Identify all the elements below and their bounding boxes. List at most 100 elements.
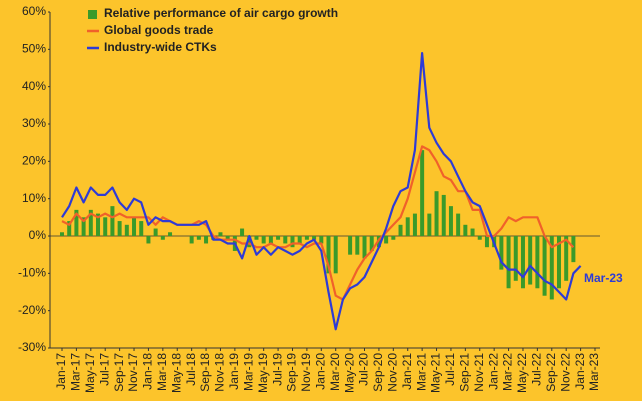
x-tick-label: Nov-17 bbox=[126, 353, 140, 392]
bar bbox=[369, 236, 374, 251]
bar bbox=[196, 236, 201, 240]
bar bbox=[391, 236, 396, 240]
x-tick-label: Jul-17 bbox=[97, 353, 111, 386]
bar bbox=[225, 236, 230, 240]
bar bbox=[506, 236, 511, 289]
x-tick-label: Jul-18 bbox=[184, 353, 198, 386]
x-tick-label: Mar-18 bbox=[155, 353, 169, 391]
bar bbox=[74, 209, 79, 236]
x-tick-label: Mar-19 bbox=[241, 353, 255, 391]
x-tick-label: Jul-21 bbox=[443, 353, 457, 386]
x-tick-label: Nov-19 bbox=[299, 353, 313, 392]
y-tick-label: -30% bbox=[18, 340, 46, 354]
bar bbox=[254, 236, 259, 240]
legend-label: Industry-wide CTKs bbox=[104, 40, 217, 54]
x-tick-label: Jan-19 bbox=[227, 353, 241, 390]
x-tick-label: Jul-22 bbox=[530, 353, 544, 386]
bar bbox=[117, 221, 122, 236]
bar bbox=[405, 217, 410, 236]
bar bbox=[434, 191, 439, 236]
bar bbox=[139, 221, 144, 236]
bar bbox=[297, 236, 302, 244]
bar bbox=[427, 213, 432, 236]
bar bbox=[362, 236, 367, 259]
bar bbox=[240, 228, 245, 236]
bar bbox=[412, 213, 417, 236]
bar bbox=[283, 236, 288, 244]
bar bbox=[448, 206, 453, 236]
x-tick-label: Jan-21 bbox=[400, 353, 414, 390]
x-tick-label: Sep-22 bbox=[544, 353, 558, 392]
annotation: Mar-23 bbox=[584, 271, 623, 285]
bar bbox=[463, 224, 468, 236]
x-tick-label: Sep-21 bbox=[458, 353, 472, 392]
x-tick-label: Mar-20 bbox=[328, 353, 342, 391]
bar bbox=[571, 236, 576, 263]
bar bbox=[520, 236, 525, 289]
bar bbox=[276, 236, 281, 240]
x-tick-label: Mar-22 bbox=[501, 353, 515, 391]
legend-swatch bbox=[88, 10, 97, 19]
bar bbox=[312, 236, 317, 240]
x-tick-label: Sep-18 bbox=[198, 353, 212, 392]
line bbox=[61, 145, 575, 301]
bar bbox=[355, 236, 360, 255]
bar bbox=[261, 236, 266, 244]
x-tick-label: Jan-18 bbox=[141, 353, 155, 390]
bar bbox=[398, 224, 403, 236]
y-tick-label: 10% bbox=[22, 191, 46, 205]
bar bbox=[499, 236, 504, 270]
x-tick-label: Nov-21 bbox=[472, 353, 486, 392]
bar bbox=[441, 194, 446, 236]
y-tick-label: -10% bbox=[18, 266, 46, 280]
bar bbox=[348, 236, 353, 255]
bar bbox=[81, 217, 86, 236]
bar bbox=[132, 217, 137, 236]
bar bbox=[535, 236, 540, 289]
bar bbox=[384, 236, 389, 244]
x-tick-label: Jan-23 bbox=[573, 353, 587, 390]
bar bbox=[456, 213, 461, 236]
x-tick-label: Jan-17 bbox=[54, 353, 68, 390]
x-tick-label: Mar-17 bbox=[69, 353, 83, 391]
y-tick-label: 50% bbox=[22, 42, 46, 56]
bar bbox=[513, 236, 518, 281]
bar bbox=[477, 236, 482, 240]
x-tick-label: May-17 bbox=[83, 353, 97, 393]
x-tick-label: Mar-21 bbox=[414, 353, 428, 391]
x-tick-label: May-20 bbox=[342, 353, 356, 393]
bar bbox=[564, 236, 569, 281]
bar bbox=[218, 232, 223, 236]
y-tick-label: 0% bbox=[29, 228, 47, 242]
bar bbox=[88, 209, 93, 236]
bar bbox=[189, 236, 194, 244]
bar bbox=[484, 236, 489, 248]
bar bbox=[420, 150, 425, 236]
legend-label: Relative performance of air cargo growth bbox=[104, 6, 338, 20]
bar bbox=[60, 232, 64, 236]
y-tick-label: -20% bbox=[18, 303, 46, 317]
bar bbox=[168, 232, 173, 236]
x-tick-label: Jul-19 bbox=[270, 353, 284, 386]
bar bbox=[247, 236, 252, 248]
x-tick-label: Jan-22 bbox=[486, 353, 500, 390]
bar bbox=[319, 236, 324, 244]
bar bbox=[542, 236, 547, 296]
bar bbox=[146, 236, 151, 244]
bar bbox=[103, 217, 108, 236]
x-tick-label: May-18 bbox=[169, 353, 183, 393]
bar bbox=[326, 236, 331, 274]
bar bbox=[528, 236, 533, 285]
x-tick-label: May-21 bbox=[429, 353, 443, 393]
bar bbox=[96, 213, 101, 236]
bar bbox=[470, 228, 475, 236]
bar bbox=[160, 236, 165, 240]
x-tick-label: Nov-18 bbox=[213, 353, 227, 392]
x-tick-label: Sep-19 bbox=[285, 353, 299, 392]
line bbox=[61, 52, 582, 331]
y-tick-label: 30% bbox=[22, 116, 46, 130]
x-tick-label: May-22 bbox=[515, 353, 529, 393]
x-tick-label: Sep-17 bbox=[112, 353, 126, 392]
bar bbox=[549, 236, 554, 300]
